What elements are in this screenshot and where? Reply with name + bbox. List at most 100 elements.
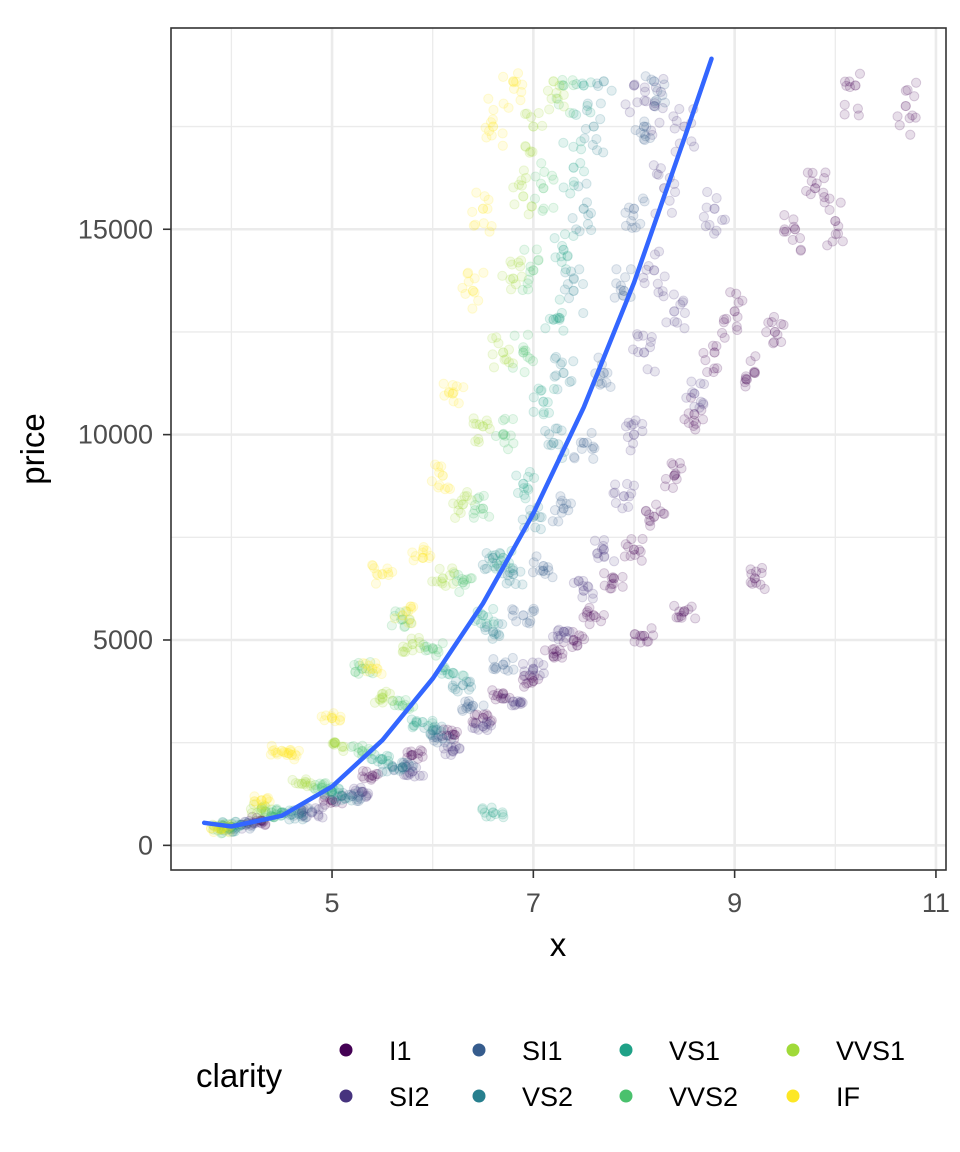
data-point xyxy=(456,495,467,506)
data-point xyxy=(296,808,307,819)
data-point xyxy=(564,376,575,388)
data-point xyxy=(524,147,535,158)
data-point xyxy=(538,560,549,572)
data-point xyxy=(588,610,599,621)
data-point xyxy=(536,385,547,396)
data-point xyxy=(245,803,257,815)
data-point xyxy=(462,486,473,498)
data-point xyxy=(510,76,522,87)
data-point xyxy=(406,746,417,757)
data-point xyxy=(497,270,508,281)
data-point xyxy=(610,479,621,490)
data-point xyxy=(404,614,415,625)
data-point xyxy=(689,388,700,399)
data-point xyxy=(328,708,339,719)
data-point xyxy=(367,559,378,571)
data-point xyxy=(337,798,348,809)
data-point xyxy=(749,367,760,379)
data-point xyxy=(451,381,462,392)
data-point xyxy=(505,563,516,574)
data-point xyxy=(556,425,567,436)
data-point xyxy=(910,112,921,123)
data-point xyxy=(905,129,916,140)
data-point xyxy=(461,490,472,502)
data-point xyxy=(285,744,296,756)
data-point xyxy=(293,809,304,820)
data-point xyxy=(453,569,464,581)
data-point xyxy=(446,741,457,752)
data-point xyxy=(582,98,593,109)
data-point xyxy=(421,545,432,556)
data-point xyxy=(487,121,499,132)
data-point xyxy=(698,211,709,222)
data-point xyxy=(455,507,466,519)
data-point xyxy=(409,720,420,731)
data-point xyxy=(259,800,270,811)
data-point xyxy=(396,757,408,768)
data-point xyxy=(463,677,474,688)
data-point xyxy=(338,745,349,757)
data-point xyxy=(272,749,283,760)
data-point xyxy=(653,246,665,257)
panel-background xyxy=(171,28,946,870)
data-point xyxy=(294,808,305,819)
data-point xyxy=(639,128,650,140)
data-point xyxy=(669,470,680,481)
data-point xyxy=(293,745,305,756)
data-point xyxy=(437,470,448,481)
data-point xyxy=(354,660,365,671)
data-point xyxy=(412,748,424,759)
data-point xyxy=(394,765,405,776)
data-point xyxy=(768,311,780,323)
data-point xyxy=(333,784,344,795)
data-point xyxy=(598,540,609,552)
data-point xyxy=(650,499,662,510)
data-point xyxy=(484,226,495,237)
data-point xyxy=(298,810,309,821)
data-point xyxy=(625,264,637,275)
data-point xyxy=(623,417,634,428)
data-point xyxy=(527,356,539,367)
data-point xyxy=(463,276,474,287)
data-point xyxy=(542,562,554,573)
grid-lines xyxy=(171,28,946,870)
data-point xyxy=(512,696,523,707)
data-point xyxy=(426,476,437,487)
data-point xyxy=(447,729,458,740)
data-point xyxy=(447,578,459,589)
data-point xyxy=(589,443,600,454)
data-point xyxy=(628,80,640,91)
data-point xyxy=(519,244,530,255)
data-point xyxy=(469,500,481,511)
data-point xyxy=(632,347,644,358)
data-point xyxy=(668,459,679,471)
data-point xyxy=(756,562,768,574)
data-point xyxy=(568,451,580,463)
data-point xyxy=(336,790,347,801)
data-point xyxy=(488,616,499,627)
data-point xyxy=(383,758,394,770)
data-point xyxy=(832,228,844,239)
data-point xyxy=(787,234,798,246)
data-point xyxy=(761,326,772,338)
data-point xyxy=(443,387,455,398)
data-point xyxy=(376,668,387,680)
data-point xyxy=(372,569,383,581)
data-point xyxy=(571,79,582,90)
data-point xyxy=(660,473,672,485)
axes: 5 7 9 11 0 5000 10000 15000 xyxy=(78,214,950,918)
data-point xyxy=(525,353,536,364)
data-point xyxy=(622,541,634,552)
data-point xyxy=(740,371,752,382)
data-point xyxy=(417,552,428,563)
data-point xyxy=(598,544,609,555)
data-point xyxy=(508,569,519,580)
data-point xyxy=(649,100,660,112)
data-point xyxy=(317,802,328,813)
data-point xyxy=(535,178,547,189)
data-point xyxy=(568,80,579,91)
data-point xyxy=(564,107,576,118)
data-point xyxy=(502,665,514,676)
data-point xyxy=(326,712,338,724)
data-point xyxy=(446,725,457,736)
